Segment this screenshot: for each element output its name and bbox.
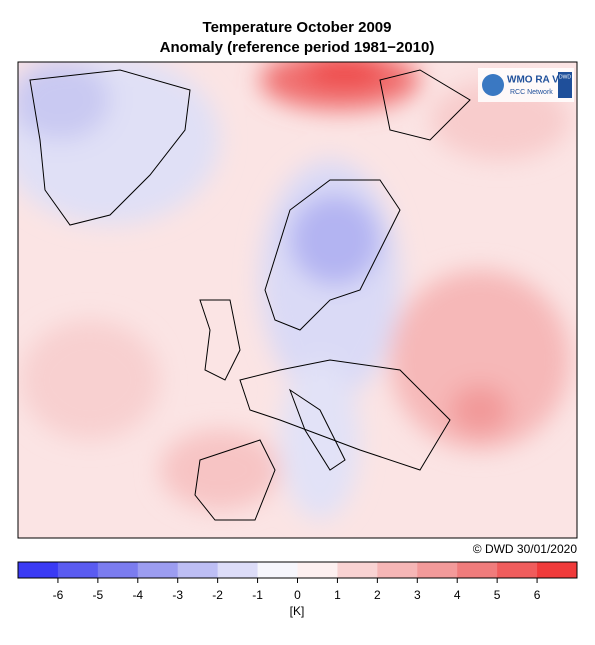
title: Temperature October 2009: [203, 19, 392, 36]
color-bin: [537, 562, 578, 578]
map: [18, 62, 577, 538]
color-bin: [337, 562, 378, 578]
colorbar: -6 -5 -4 -3 -2 -1 0 1 2 3 4 5 6: [17, 561, 578, 602]
tick-label: 6: [534, 588, 541, 602]
color-bin: [497, 562, 538, 578]
tick-label: -2: [212, 588, 223, 602]
logo-badge: DWD: [559, 74, 571, 80]
color-bin: [297, 562, 338, 578]
color-bin: [217, 562, 259, 578]
color-bin: [257, 562, 298, 578]
tick-label: 0: [294, 588, 301, 602]
logo-subtext: RCC Network: [510, 89, 553, 96]
logo-text: WMO RA VI: [507, 75, 562, 86]
logo: WMO RA VI RCC Network DWD: [478, 68, 574, 102]
tick-label: 4: [454, 588, 461, 602]
color-bin: [457, 562, 498, 578]
tick-label: 2: [374, 588, 381, 602]
color-bin: [377, 562, 418, 578]
color-bin: [177, 562, 219, 578]
copyright: © DWD 30/01/2020: [473, 542, 578, 556]
tick-label: -5: [93, 588, 104, 602]
tick-label: 1: [334, 588, 341, 602]
tick-label: 5: [494, 588, 501, 602]
tick-label: -4: [132, 588, 143, 602]
tick-label: -3: [172, 588, 183, 602]
unit-label: [K]: [290, 604, 305, 618]
map-frame: [17, 61, 578, 539]
tick-label: -6: [53, 588, 64, 602]
tick-label: 3: [414, 588, 421, 602]
subtitle: Anomaly (reference period 1981−2010): [160, 39, 435, 56]
tick-label: -1: [252, 588, 263, 602]
color-bin: [97, 562, 139, 578]
color-bin: [417, 562, 458, 578]
color-bin: [137, 562, 179, 578]
color-bin: [18, 562, 59, 578]
color-bin: [57, 562, 99, 578]
